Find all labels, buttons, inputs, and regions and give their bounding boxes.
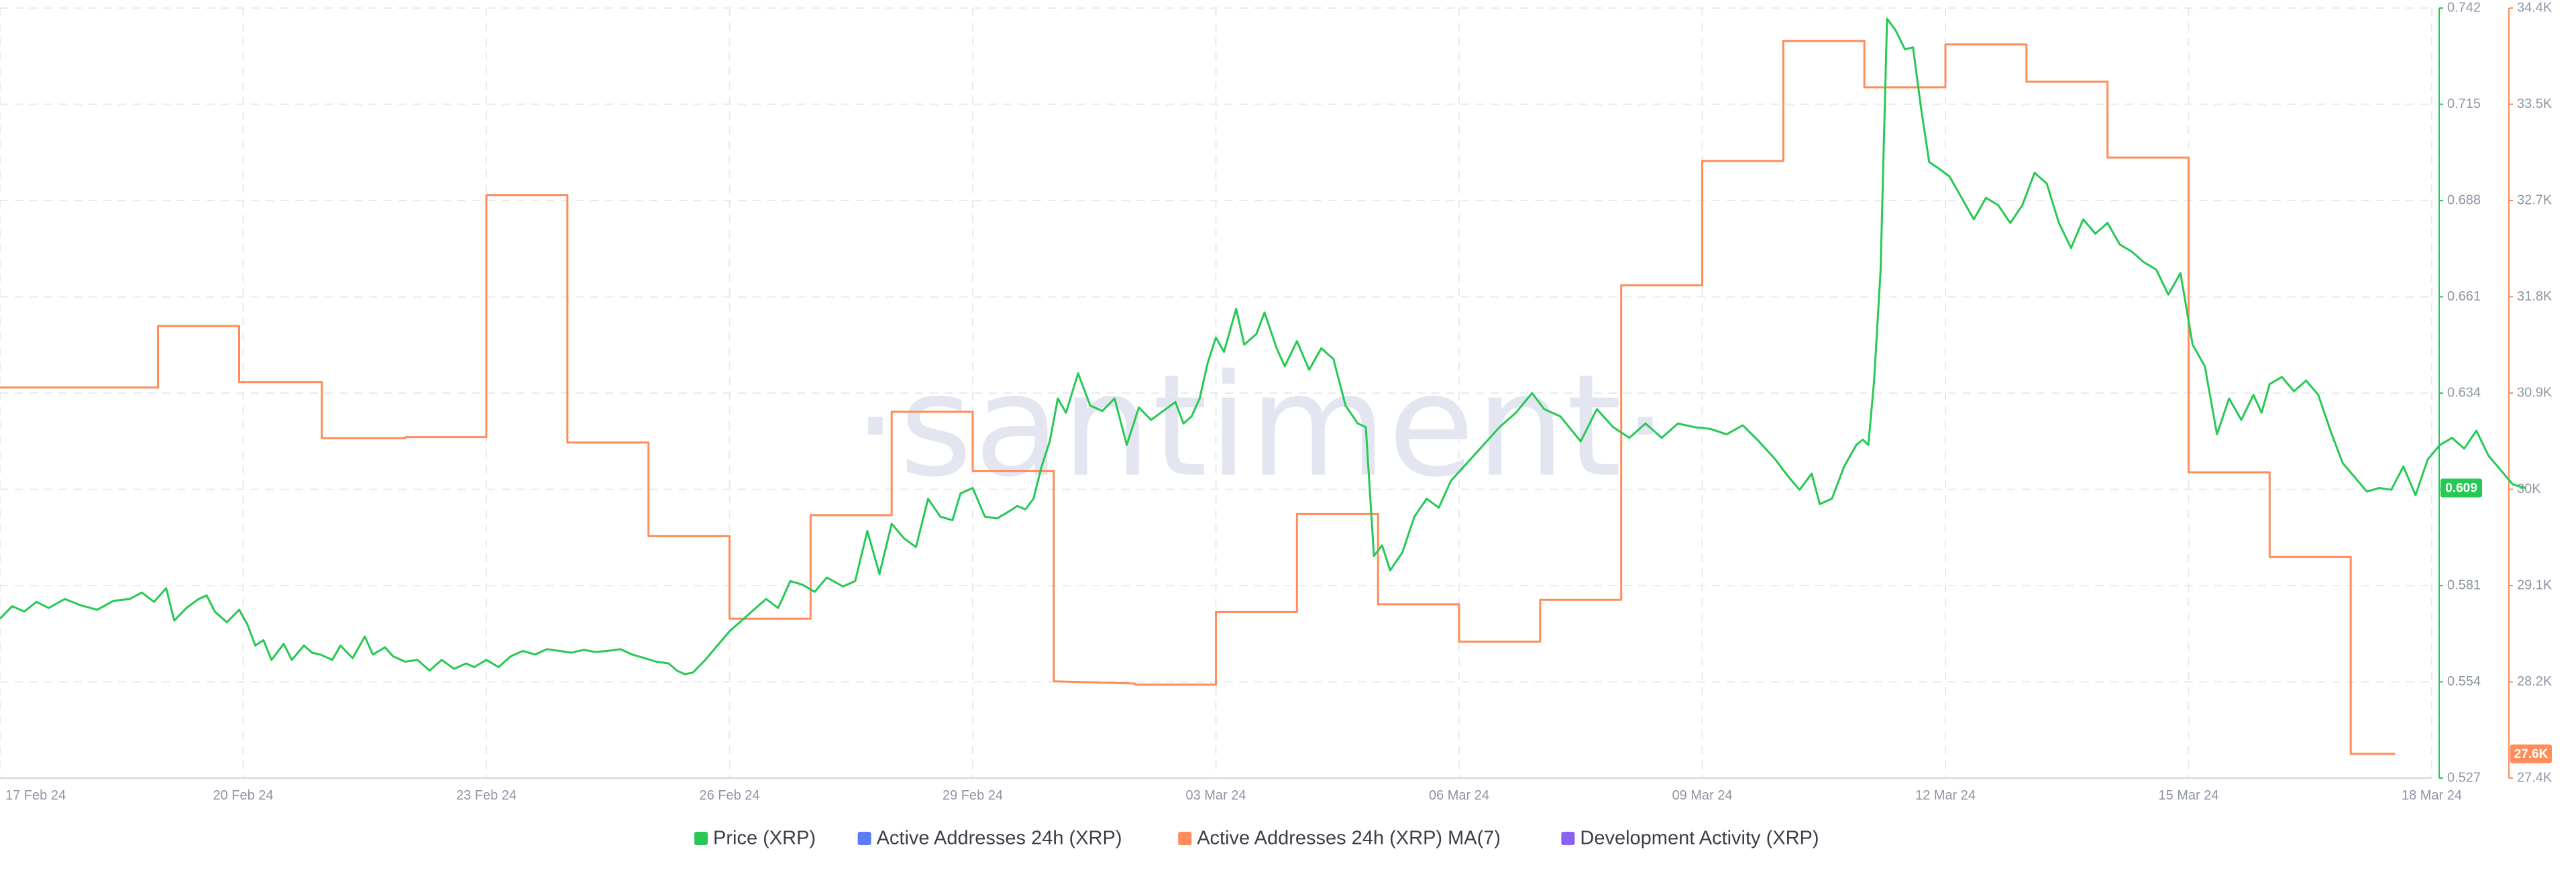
legend-item: Price (XRP) [694, 828, 816, 849]
x-axis-tick-label: 23 Feb 24 [456, 788, 517, 803]
active-addresses-axis-tick-label: 28.2K [2517, 674, 2553, 689]
price-current-value: 0.609 [2445, 482, 2477, 496]
legend-label: Price (XRP) [713, 828, 816, 849]
x-axis-tick-label: 26 Feb 24 [699, 788, 759, 803]
x-axis-tick-label: 20 Feb 24 [213, 788, 273, 803]
active-ma-current-value: 27.6K [2514, 747, 2548, 761]
x-axis-tick-label: 09 Mar 24 [1672, 788, 1732, 803]
legend: Price (XRP) Active Addresses 24h (XRP) Act… [694, 828, 1819, 849]
price-axis-tick-label: 0.688 [2447, 193, 2481, 207]
value-badges: 0.609 27.6K [2440, 478, 2552, 763]
x-axis-tick-label: 15 Mar 24 [2158, 788, 2218, 803]
legend-item: Active Addresses 24h (XRP) [857, 828, 1122, 849]
series-lines [0, 17, 2526, 755]
x-axis-tick-label: 06 Mar 24 [1429, 788, 1489, 803]
axes: 0.7420.7150.6880.6610.6340.6080.5810.554… [0, 0, 2553, 803]
price-axis-tick-label: 0.527 [2447, 770, 2481, 785]
price-axis-tick-label: 0.581 [2447, 578, 2481, 592]
price-current-badge [2440, 478, 2482, 498]
legend-label: Active Addresses 24h (XRP) MA(7) [1197, 828, 1501, 849]
active-ma-current-badge [2510, 744, 2552, 763]
active-addresses-axis-tick-label: 33.5K [2517, 97, 2553, 111]
active-addresses-axis-tick-label: 30.9K [2517, 385, 2553, 400]
price-axis-tick-label: 0.715 [2447, 97, 2481, 111]
legend-swatch [1561, 832, 1575, 845]
legend-label: Active Addresses 24h (XRP) [877, 828, 1122, 849]
legend-swatch [694, 832, 708, 845]
price-axis-tick-label: 0.661 [2447, 289, 2481, 304]
active-addresses-axis-tick-label: 29.1K [2517, 578, 2553, 592]
legend-item: Active Addresses 24h (XRP) MA(7) [1178, 828, 1501, 849]
active-addresses-axis-tick-label: 32.7K [2517, 193, 2553, 207]
legend-item: Development Activity (XRP) [1561, 828, 1819, 849]
price-axis-tick-label: 0.554 [2447, 674, 2481, 689]
x-axis-tick-label: 29 Feb 24 [943, 788, 1003, 803]
active-addresses-ma-line [0, 40, 2396, 755]
legend-swatch [1178, 832, 1192, 845]
active-addresses-axis-tick-label: 30K [2517, 482, 2541, 496]
active-addresses-axis-tick-label: 27.4K [2517, 770, 2553, 785]
price-line [0, 17, 2526, 675]
x-axis-tick-label: 18 Mar 24 [2402, 788, 2462, 803]
price-axis-tick-label: 0.634 [2447, 385, 2481, 400]
grid-lines [0, 7, 2432, 779]
x-axis-tick-label: 03 Mar 24 [1185, 788, 1246, 803]
x-axis-tick-label: 17 Feb 24 [5, 788, 66, 803]
active-addresses-axis-tick-label: 34.4K [2517, 0, 2553, 15]
legend-swatch [857, 832, 871, 845]
price-axis-tick-label: 0.742 [2447, 0, 2481, 15]
watermark: ·santiment· [853, 344, 1670, 508]
active-addresses-axis-tick-label: 31.8K [2517, 289, 2553, 304]
legend-label: Development Activity (XRP) [1580, 828, 1819, 849]
x-axis-tick-label: 12 Mar 24 [1915, 788, 1976, 803]
